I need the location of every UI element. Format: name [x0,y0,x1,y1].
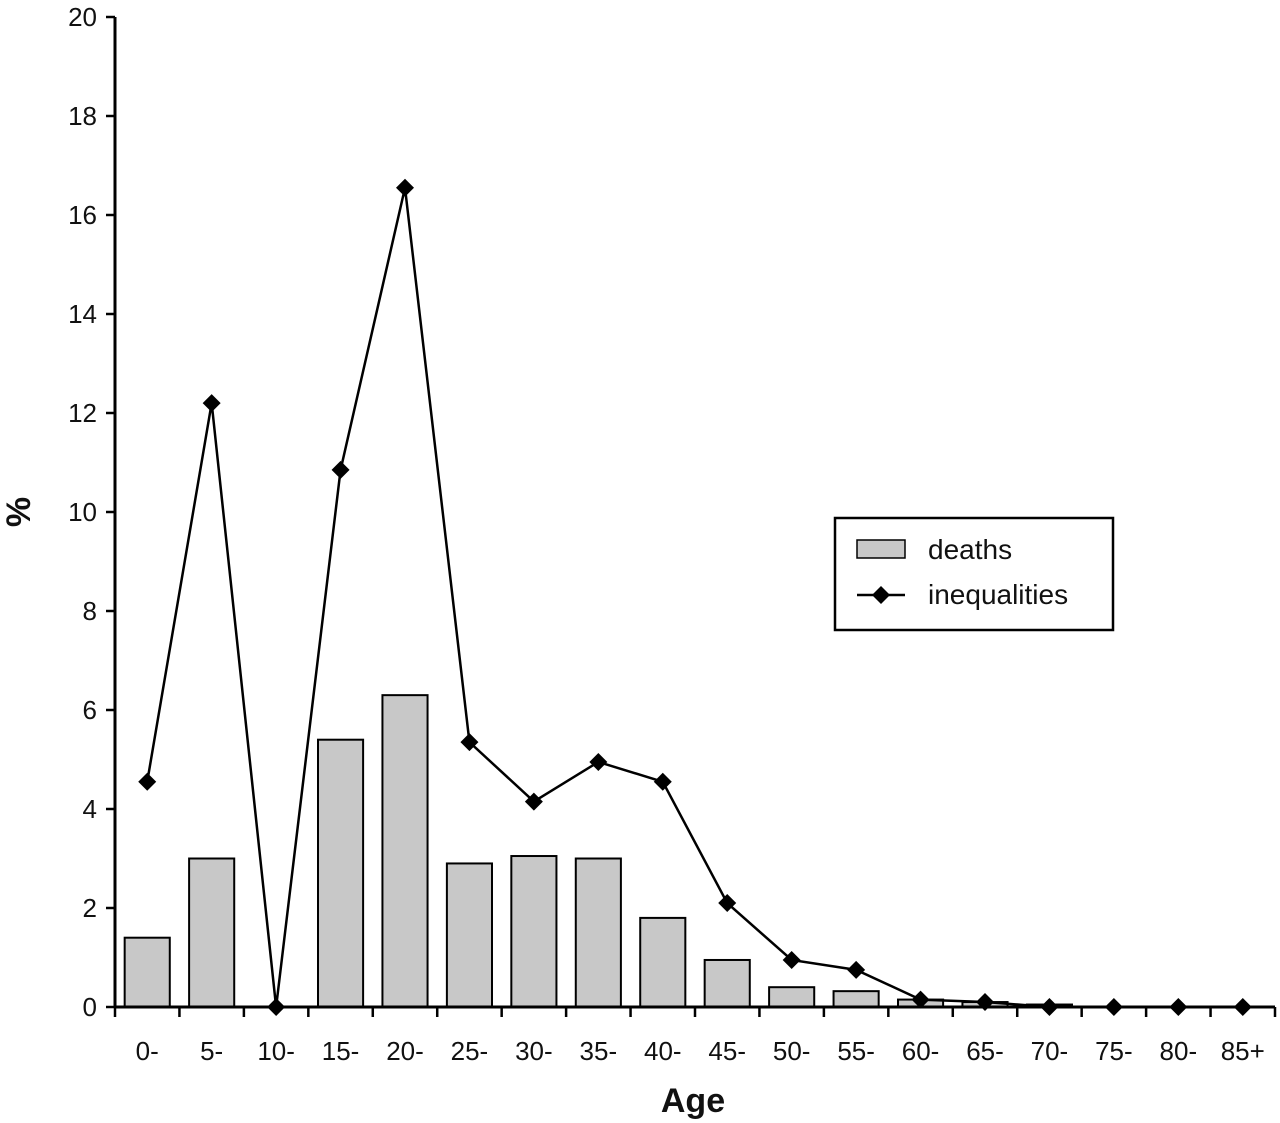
y-tick-label-20: 20 [68,2,97,32]
legend-deaths-swatch [856,539,906,559]
bar-deaths-6 [510,855,558,1009]
x-tick-label-3: 15- [322,1036,360,1066]
bars-layer [123,694,1074,1009]
bar-deaths-4 [381,694,429,1009]
x-tick-label-17: 85+ [1221,1036,1265,1066]
y-tick-label-2: 2 [83,893,97,923]
marker-inequalities-10 [782,950,801,969]
y-tick-label-10: 10 [68,497,97,527]
x-tick-label-9: 45- [708,1036,746,1066]
y-tick-label-14: 14 [68,299,97,329]
bar-deaths-9 [703,958,751,1008]
bar-deaths-8 [639,916,687,1009]
bar-deaths-10 [768,986,816,1009]
legend: deaths inequalities [833,516,1115,632]
bar-deaths-5 [445,862,493,1009]
x-tick-label-1: 5- [200,1036,223,1066]
x-tick-label-13: 65- [966,1036,1004,1066]
y-tick-label-18: 18 [68,101,97,131]
marker-inequalities-11 [847,960,866,979]
x-tick-label-16: 80- [1160,1036,1198,1066]
x-tick-label-15: 75- [1095,1036,1133,1066]
legend-inequalities-label: inequalities [928,579,1068,610]
x-axis-title: Age [661,1082,725,1120]
legend-inequalities-marker [872,586,890,604]
axes-layer: 0 2 4 6 8 10 12 14 16 18 20 0- 5- 10- 15- 20- 25- 30- 35- 4… [68,2,1277,1066]
marker-inequalities-0 [138,772,157,791]
y-tick-label-4: 4 [83,794,97,824]
x-tick-label-6: 30- [515,1036,553,1066]
legend-deaths-label: deaths [928,534,1012,565]
x-tick-label-14: 70- [1031,1036,1069,1066]
marker-inequalities-4 [396,178,414,197]
y-tick-label-0: 0 [83,992,97,1022]
marker-inequalities-5 [460,733,479,752]
marker-inequalities-12 [911,990,930,1009]
y-tick-label-8: 8 [83,596,97,626]
y-axis-title: % [0,497,38,527]
legend-box [833,516,1115,632]
marker-inequalities-6 [524,792,543,811]
x-tick-label-12: 60- [902,1036,940,1066]
bar-deaths-1 [188,857,236,1008]
bar-deaths-7 [574,857,622,1008]
y-tick-label-12: 12 [68,398,97,428]
bar-deaths-3 [317,738,365,1008]
marker-inequalities-9 [718,894,737,913]
marker-inequalities-8 [653,772,672,791]
x-tick-label-2: 10- [257,1036,295,1066]
bar-deaths-0 [123,936,171,1009]
bar-deaths-11 [832,990,880,1008]
x-tick-label-8: 40- [644,1036,682,1066]
x-tick-label-10: 50- [773,1036,811,1066]
y-tick-label-6: 6 [83,695,97,725]
marker-inequalities-7 [589,752,608,771]
marker-inequalities-1 [202,394,221,413]
x-tick-label-5: 25- [451,1036,489,1066]
y-tick-label-16: 16 [68,200,97,230]
x-tick-label-11: 55- [837,1036,875,1066]
x-tick-label-4: 20- [386,1036,424,1066]
x-tick-label-7: 35- [580,1036,618,1066]
x-tick-label-0: 0- [136,1036,159,1066]
marker-inequalities-3 [331,460,350,479]
